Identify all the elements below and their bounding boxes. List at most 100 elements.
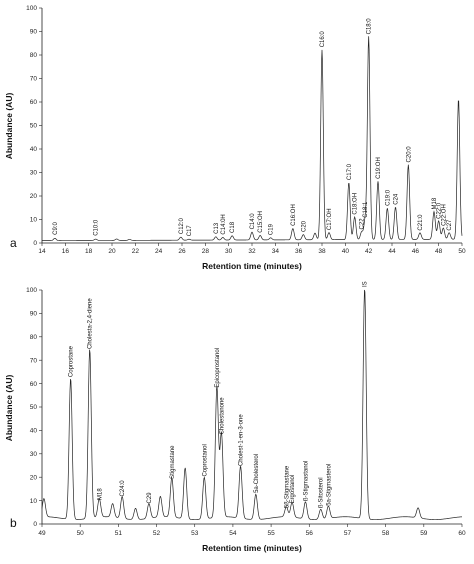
peak-label: ß-Sitosterol [319,477,325,508]
peak-label: 5a-Cholesterol [254,454,260,493]
peak-label: C19:0 [385,189,391,206]
peak-label: C10:0 [94,219,100,236]
peak-label: C19 [269,223,275,235]
x-tick-label: 48 [435,248,443,255]
y-tick-label: 70 [30,76,38,83]
axis-frame [41,290,462,525]
x-tick-label: 44 [388,248,396,255]
y-tick-label: 70 [30,357,38,364]
y-tick-label: 90 [30,29,38,36]
peak-label: C22:OH [441,204,447,226]
peak-label: C20:0 [406,146,412,163]
x-tick-label: 50 [77,530,85,537]
peak-label: M18 [432,197,438,209]
x-tick-label: 42 [365,248,373,255]
y-tick-label: 20 [30,193,38,200]
peak-label: C18:OH [353,193,359,215]
peak-label: C18:1 [363,201,369,218]
y-tick-label: 100 [26,5,37,12]
peak-label: C9:0 [53,221,59,234]
x-tick-label: 32 [248,248,256,255]
peak-label: M18 [97,488,103,500]
y-tick-label: 0 [33,521,37,528]
peak-label: Coprostane [69,345,75,377]
x-axis-title-b: Retention time (minutes) [202,543,302,553]
x-tick-label: 34 [272,248,280,255]
peak-label: C14:0 [250,213,256,230]
peak-label: Coprostanol [202,444,208,476]
x-tick-label: 20 [108,248,116,255]
chromatogram-panel-b: b Retention time (minutes) Abundance (AU… [4,281,466,553]
y-tick-label: 50 [30,123,38,130]
x-tick-label: 40 [342,248,350,255]
x-tick-label: 49 [38,530,46,537]
peak-label: C18:0 [367,18,373,35]
x-tick-label: 58 [382,530,390,537]
x-tick-label: 59 [420,530,428,537]
y-tick-label: 20 [30,474,38,481]
chromatogram-trace [41,289,463,520]
x-tick-label: 38 [318,248,326,255]
peak-label: C14:0H [221,214,227,234]
x-tick-label: 50 [458,248,466,255]
peak-label: C13 [214,222,220,234]
y-tick-label: 10 [30,498,38,505]
x-tick-label: 46 [412,248,420,255]
x-tick-label: 60 [458,530,466,537]
peak-label: C22:0 [437,202,443,219]
x-tick-label: 57 [344,530,352,537]
y-tick-label: 0 [33,240,37,247]
peak-label: Ergostanol [290,475,296,504]
peak-label: 5ß-Stigmastane [284,465,290,508]
x-tick-label: 16 [62,248,70,255]
peak-label: ß-Stigmastanol [303,461,309,501]
x-tick-label: 22 [132,248,140,255]
y-tick-label: 80 [30,52,38,59]
peak-label: C19:OH [376,157,382,179]
peak-label: C16:OH [291,204,297,226]
peak-label: C20 [301,220,307,232]
y-tick-label: 50 [30,404,38,411]
peak-label: Epicoprostanol [215,348,221,388]
x-tick-label: 56 [306,530,314,537]
x-tick-label: 24 [155,248,163,255]
x-tick-label: 28 [202,248,210,255]
y-tick-label: 30 [30,170,38,177]
peak-label: C18 [230,221,236,233]
chromatogram-trace [42,36,463,241]
y-axis-title-a: Abundance (AU) [4,93,14,160]
peak-label: Cholesta-2,4-diene [88,298,94,349]
peak-label: C15:OH [258,211,264,233]
peak-label: C12:0 [179,217,185,234]
peak-label: C27 [447,219,453,231]
panel-label-b: b [10,516,17,530]
peak-label: C17:OH [327,208,333,230]
peak-label: C24:0 [120,480,126,497]
peak-label: C17:0 [347,163,353,180]
y-tick-label: 80 [30,334,38,341]
y-tick-label: 30 [30,451,38,458]
y-axis-title-b: Abundance (AU) [4,375,14,442]
y-tick-label: 100 [26,287,37,294]
x-axis-title-a: Retention time (minutes) [202,261,302,271]
x-tick-label: 18 [85,248,93,255]
peak-label: Stigmastane [170,445,176,479]
peak-label: C16:0 [320,31,326,48]
panel-label-a: a [10,236,17,250]
peak-label: IS [363,281,369,287]
x-tick-label: 51 [115,530,123,537]
peak-label: Cholest-1-en-3-one [239,414,245,466]
peak-label: C21:0 [418,214,424,231]
peak-label: C24 [394,193,400,205]
x-tick-label: 54 [229,530,237,537]
x-tick-label: 36 [295,248,303,255]
x-tick-label: 14 [38,248,46,255]
y-tick-label: 90 [30,311,38,318]
axis-frame [41,8,462,244]
y-tick-label: 60 [30,99,38,106]
peak-label: C29 [147,492,153,504]
y-tick-label: 40 [30,146,38,153]
x-tick-label: 55 [267,530,275,537]
x-tick-label: 53 [191,530,199,537]
